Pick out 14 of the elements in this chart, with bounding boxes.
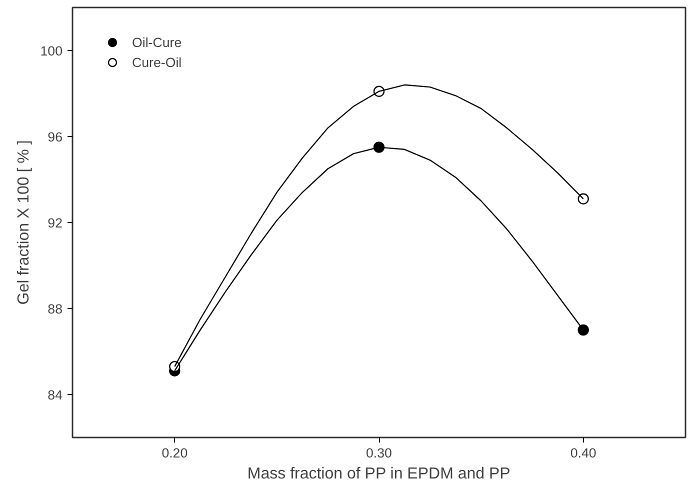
y-axis-title: Gel fraction X 100 [ % ] bbox=[15, 140, 32, 305]
x-tick-label: 0.40 bbox=[570, 446, 596, 460]
point bbox=[578, 324, 589, 336]
y-tick-label: 88 bbox=[48, 302, 63, 316]
y-tick-label: 92 bbox=[48, 216, 63, 230]
legend-label: Cure-Oil bbox=[132, 54, 182, 70]
x-axis-title: Mass fraction of PP in EPDM and PP bbox=[247, 466, 510, 482]
y-tick-label: 100 bbox=[40, 44, 63, 58]
point bbox=[578, 193, 589, 204]
x-tick-label: 0.20 bbox=[162, 446, 188, 460]
y-tick-label: 84 bbox=[48, 388, 64, 402]
legend-label: Oil-Cure bbox=[132, 34, 182, 50]
y-tick-label: 96 bbox=[48, 130, 63, 144]
x-tick-label: 0.30 bbox=[366, 446, 392, 460]
